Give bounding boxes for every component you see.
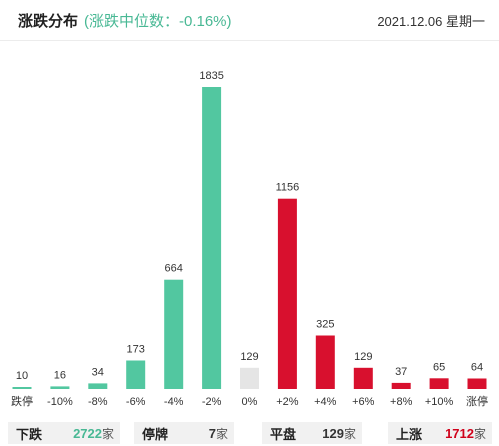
stat-up: 上涨 1712家 [388,422,492,444]
category-label-3: -6% [126,396,146,408]
bar-value-label-0: 10 [16,370,28,382]
bar-value-label-9: 129 [354,351,372,363]
stat-halt-label: 停牌 [142,426,169,442]
bar-value-label-2: 34 [92,366,104,378]
bar-9 [353,367,373,389]
bar-6 [240,367,259,389]
stat-up-value: 1712 [445,425,474,441]
bar-2 [88,383,108,389]
category-label-7: +2% [276,396,299,408]
distribution-chart: 10 跌停 16 -10% 34 -8% 173 -6% 664 -4% 1835 -2% 129 0% 1… [11,70,488,408]
category-label-10: +8% [390,396,413,408]
bar-7 [277,198,297,389]
category-label-9: +6% [352,396,375,408]
stat-down-unit: 家 [101,426,114,441]
bar-value-label-4: 664 [165,263,183,275]
category-label-4: -4% [164,396,184,408]
category-label-1: -10% [47,396,73,408]
stat-up-unit: 家 [473,426,486,441]
stat-halt: 停牌 7家 [134,422,234,444]
stat-halt-value: 7 [208,425,216,441]
bar-3 [126,360,146,389]
bar-5 [202,87,222,389]
page-title: 涨跌分布 [18,13,79,30]
bar-value-label-7: 1156 [276,182,300,194]
stat-halt-unit: 家 [215,426,228,441]
bar-value-label-5: 1835 [199,70,223,82]
bar-value-label-3: 173 [127,344,145,356]
stat-flat-unit: 家 [343,426,356,441]
stat-flat-label: 平盘 [270,426,297,442]
bar-value-label-12: 64 [471,362,483,374]
stat-down-label: 下跌 [16,426,43,442]
category-label-12: 涨停 [466,394,488,408]
stat-flat-value: 129 [322,425,344,441]
bar-value-label-6: 129 [240,351,258,363]
header: 涨跌分布 (涨跌中位数：-0.16%) 2021.12.06 星期一 [0,0,499,41]
bar-1 [50,386,70,389]
bar-0 [12,387,32,389]
bar-11 [429,378,449,389]
stat-flat: 平盘 129家 [262,422,362,444]
footer-stats: 下跌 2722家 停牌 7家 平盘 129家 上涨 1712家 [0,420,499,446]
bar-10 [391,382,411,389]
bar-value-label-10: 37 [395,366,407,378]
category-label-0: 跌停 [11,394,33,408]
bar-4 [164,279,184,389]
date-label: 2021.12.06 星期一 [377,14,485,29]
category-label-5: -2% [202,396,222,408]
bar-value-label-1: 16 [54,369,66,381]
stat-up-label: 上涨 [396,426,423,442]
bar-8 [315,335,335,389]
stat-down: 下跌 2722家 [8,422,120,444]
stat-down-value: 2722 [73,425,102,441]
bar-12 [467,378,487,389]
median-change-subtitle: (涨跌中位数：-0.16%) [84,13,232,30]
bar-value-label-8: 325 [316,319,334,331]
bar-value-label-11: 65 [433,361,445,373]
category-label-8: +4% [314,396,337,408]
category-label-11: +10% [425,396,454,408]
category-label-2: -8% [88,396,108,408]
category-label-6: 0% [242,396,258,408]
